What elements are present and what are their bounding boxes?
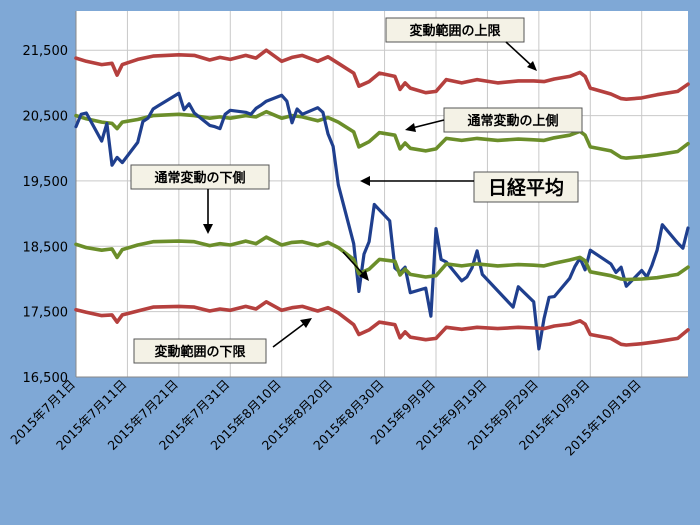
y-tick-label: 19,500	[23, 175, 69, 190]
series-line-2	[74, 91, 690, 351]
arrow-icon	[505, 41, 533, 67]
annotation-lower-limit: 変動範囲の下限	[133, 318, 312, 364]
arrow-icon	[272, 322, 306, 348]
y-tick-label: 21,500	[23, 44, 69, 59]
series-layer	[74, 48, 690, 351]
annotation-normal-lower: 通常変動の下側	[130, 164, 270, 234]
annotation-text: 日経平均	[488, 176, 564, 199]
series-line-0	[74, 48, 690, 101]
arrowhead-icon	[360, 176, 370, 186]
y-tick-label: 18,500	[23, 240, 69, 255]
series-line-1	[74, 109, 690, 160]
series-line-3	[74, 235, 690, 282]
y-tick-label: 17,500	[23, 306, 69, 321]
y-tick-label: 16,500	[23, 371, 69, 386]
arrowhead-icon	[300, 318, 312, 328]
y-axis: 16,500 17,500 18,500 19,500 20,500 21,500	[23, 44, 69, 386]
arrowhead-icon	[527, 61, 537, 71]
annotation-text: 変動範囲の下限	[154, 344, 246, 360]
annotation-box	[473, 171, 579, 203]
arrow-icon	[342, 251, 365, 276]
x-axis: 2015年7月1日2015年7月11日2015年7月21日2015年7月31日2…	[7, 377, 644, 459]
arrowhead-icon	[359, 270, 369, 281]
arrow-icon	[411, 119, 445, 129]
series-line-4	[74, 299, 690, 347]
y-tick-label: 20,500	[23, 110, 69, 125]
annotation-box	[130, 164, 270, 190]
annotation-text: 変動範囲の上限	[409, 23, 501, 39]
annotation-upper-limit: 変動範囲の上限	[385, 17, 537, 71]
annotation-nikkei: 日経平均	[342, 171, 579, 281]
annotation-box	[133, 338, 267, 364]
annotation-normal-upper: 通常変動の上側	[405, 107, 583, 133]
annotation-box	[385, 17, 525, 43]
annotation-box	[443, 107, 583, 133]
arrowhead-icon	[405, 123, 416, 132]
arrowhead-icon	[203, 224, 213, 234]
annotation-text: 通常変動の下側	[154, 170, 245, 186]
annotation-text: 通常変動の上側	[467, 113, 558, 129]
